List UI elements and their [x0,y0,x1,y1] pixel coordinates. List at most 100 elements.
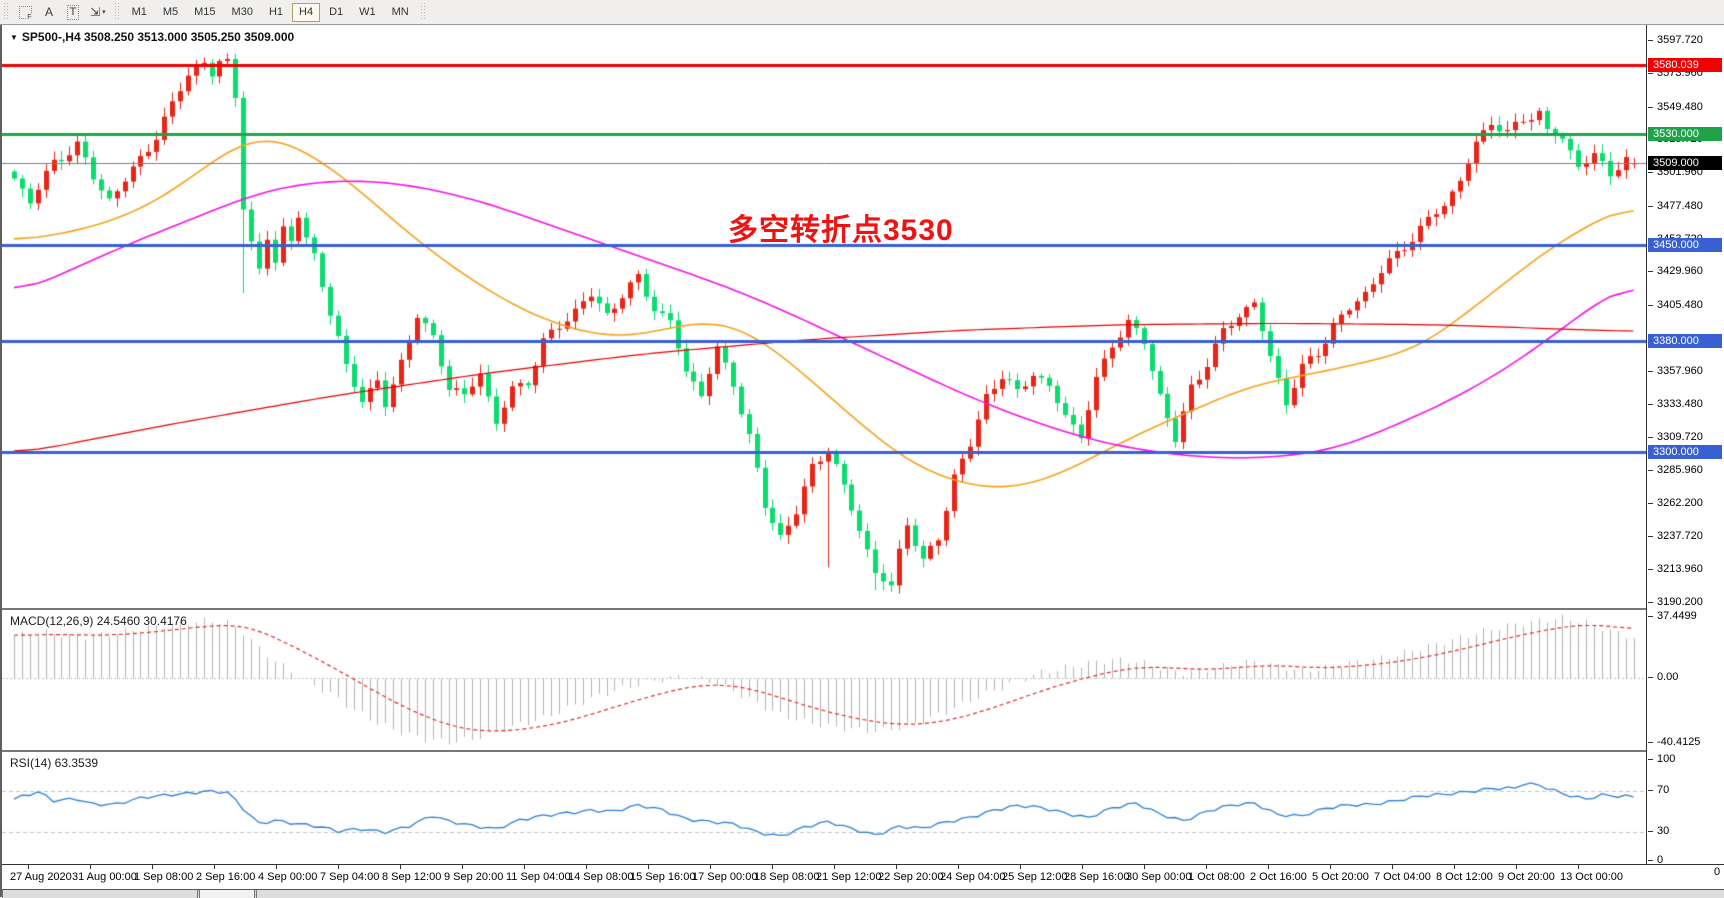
timeframe-d1[interactable]: D1 [329,6,344,18]
text-label-tool[interactable]: A [44,5,53,19]
rsi-pane: RSI(14) 63.3539 [2,752,1647,864]
time-axis: 27 Aug 2020 31 Aug 00:00 1 Sep 08:00 2 Sep … [2,864,1724,889]
timeframe-m1[interactable]: M1 [131,6,147,18]
time-axis-tick [276,865,277,869]
time-axis-label: 30 Sep 00:00 [1126,871,1192,883]
time-axis-label: 28 Sep 16:00 [1064,871,1130,883]
time-axis-tick [586,865,587,869]
axis-tick-label: 37.4499 [1648,610,1697,622]
toolbar-grip-icon[interactable] [2,3,11,21]
time-axis-label: 7 Sep 04:00 [320,871,380,883]
time-axis-label: 2 Sep 16:00 [196,871,256,883]
time-axis-label: 13 Oct 00:00 [1560,871,1623,883]
time-axis-label: 8 Sep 12:00 [382,871,442,883]
time-axis-label: 1 Oct 08:00 [1188,871,1245,883]
time-axis-tick [524,865,525,869]
timeframe-m5[interactable]: M5 [162,6,179,18]
time-axis-label: 24 Sep 04:00 [940,871,1006,883]
axis-tick-label: 3309.720 [1648,431,1703,444]
axis-tick-label: 0.00 [1647,670,1679,683]
price-badge: 3300.000 [1648,444,1722,459]
axis-tick-label: 70 [1647,783,1670,796]
chart-dropdown-icon[interactable]: ▼ [10,33,18,42]
time-axis-label: 25 Sep 12:00 [1002,871,1068,883]
time-axis-tick [1454,865,1455,869]
time-axis-label: 11 Sep 04:00 [506,871,571,883]
time-axis-label: 8 Oct 12:00 [1436,871,1493,883]
time-axis-tick [462,865,463,869]
rsi-label: RSI(14) 63.3539 [10,756,99,770]
time-axis-tick [958,865,959,869]
time-axis-label: 2 Oct 16:00 [1250,871,1307,883]
axis-tick-label: 3333.480 [1648,398,1703,411]
main-chart-canvas[interactable] [2,25,1647,608]
price-badge: 3450.000 [1648,237,1722,252]
toolbar-grip-icon[interactable] [418,3,428,21]
axis-tick-label: 3262.200 [1648,496,1703,509]
time-axis-label: 21 Sep 12:00 [816,871,882,883]
time-axis-tick [648,865,649,869]
main-price-pane: ▼ SP500-,H4 3508.250 3513.000 3505.250 35… [2,25,1647,608]
pane-separator[interactable] [2,608,1724,610]
price-badge: 3380.000 [1648,334,1722,349]
time-axis-tick [400,865,401,869]
axis-tick-label: 3285.960 [1648,463,1703,476]
bottom-strip-segment[interactable] [199,890,255,898]
rsi-zero-corner-label: 0 [1714,866,1721,878]
chart-annotation-text[interactable]: 多空转折点3530 [728,214,954,247]
rsi-canvas[interactable] [2,752,1647,864]
symbol-ohlc-text: SP500-,H4 3508.250 3513.000 3505.250 350… [21,30,295,44]
bottom-strip-segment[interactable] [2,890,198,898]
text-box-tool[interactable]: T [62,2,84,22]
cursor-tool[interactable]: ⇲ ▾ [90,5,106,19]
axis-tick-label: 3405.480 [1648,299,1703,312]
price-badge: 3530.000 [1648,127,1722,142]
price-axis-border [1646,25,1647,864]
bottom-window-strip [2,889,1724,898]
time-axis-tick [1578,865,1579,869]
toolbar-grip-icon[interactable] [112,3,122,21]
time-axis-tick [90,865,91,869]
time-axis-label: 9 Oct 20:00 [1498,871,1555,883]
time-axis-label: 5 Oct 20:00 [1312,871,1369,883]
axis-tick-label: 100 [1647,753,1676,765]
time-axis-tick [1020,865,1021,869]
pane-separator[interactable] [2,750,1724,752]
timeframe-h1[interactable]: H1 [268,6,284,18]
cursor-tool-caret-icon[interactable]: ▾ [102,9,106,16]
time-axis-tick [1144,865,1145,869]
axis-tick-label: 3597.720 [1648,34,1703,46]
time-axis-tick [1392,865,1393,869]
time-axis-label: 9 Sep 20:00 [444,871,504,883]
time-axis-tick [28,865,29,869]
timeframe-w1[interactable]: W1 [359,6,376,18]
time-axis-tick [1516,865,1517,869]
time-axis-label: 17 Sep 00:00 [692,871,758,883]
time-axis-label: 4 Sep 00:00 [258,871,318,883]
timeframe-h4[interactable]: H4 [292,2,321,22]
symbol-header[interactable]: ▼ SP500-,H4 3508.250 3513.000 3505.250 35… [10,30,294,44]
axis-tick-label: 3477.480 [1648,199,1703,212]
time-axis-label: 14 Sep 08:00 [568,871,634,883]
time-axis-tick [1268,865,1269,869]
time-axis-label: 1 Sep 08:00 [134,871,194,883]
chart-window: ▼ SP500-,H4 3508.250 3513.000 3505.250 35… [0,25,1724,898]
timeframe-m30[interactable]: M30 [231,6,253,18]
time-axis-tick [214,865,215,869]
axis-tick-label: 0 [1647,854,1664,866]
axis-tick-label: 3549.480 [1648,100,1703,113]
timeframe-m15[interactable]: M15 [194,6,216,18]
macd-canvas[interactable] [2,610,1647,750]
time-axis-tick [1082,865,1083,869]
time-axis-tick [152,865,153,869]
bottom-strip-segment[interactable] [256,890,1724,898]
chart-grid-tool[interactable]: F [14,2,36,22]
macd-pane: MACD(12,26,9) 24.5460 30.4176 [2,610,1647,750]
timeframe-mn[interactable]: MN [391,6,409,18]
time-axis-label: 7 Oct 04:00 [1374,871,1431,883]
axis-tick-label: 3190.200 [1648,596,1703,608]
price-badge: 3580.039 [1648,58,1722,73]
time-axis-tick [710,865,711,869]
macd-label: MACD(12,26,9) 24.5460 30.4176 [10,614,187,628]
axis-tick-label: 3213.960 [1648,563,1703,576]
